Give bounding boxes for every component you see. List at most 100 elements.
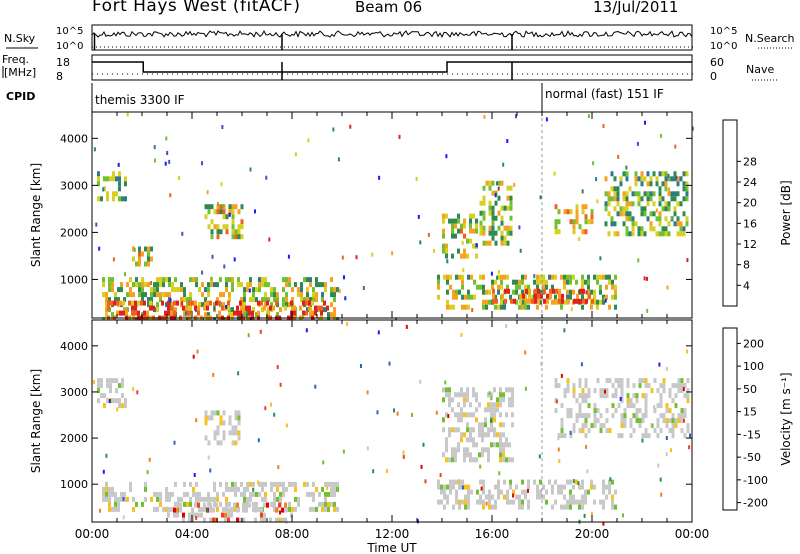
date-label: 13/Jul/2011 (593, 0, 679, 16)
data-cell (668, 418, 672, 424)
noise-cell (254, 209, 256, 214)
noise-cell (168, 159, 171, 164)
data-cell (97, 388, 100, 394)
data-cell (237, 415, 241, 421)
data-cell (499, 402, 502, 408)
data-cell (617, 378, 621, 384)
noise-cell (599, 256, 602, 261)
data-cell (521, 279, 524, 285)
data-cell (324, 481, 327, 487)
data-cell (554, 219, 558, 225)
data-cell (126, 496, 129, 502)
data-cell (638, 423, 642, 429)
frequency-trace (92, 61, 692, 73)
noise-cell (433, 248, 435, 253)
noise-cell (585, 444, 588, 449)
data-cell (617, 433, 621, 439)
data-cell (222, 292, 225, 298)
data-cell (240, 224, 244, 230)
data-cell (508, 402, 511, 408)
data-cell (611, 383, 615, 389)
data-cell (561, 293, 564, 299)
data-cell (216, 297, 219, 303)
noise-cell (343, 275, 345, 280)
data-cell (466, 437, 469, 443)
data-cell (106, 378, 109, 384)
data-cell (479, 479, 482, 485)
data-cell (134, 300, 137, 306)
data-cell (188, 300, 191, 306)
data-cell (563, 279, 566, 285)
data-cell (234, 425, 238, 431)
data-cell (194, 305, 197, 311)
data-cell (114, 501, 117, 507)
data-cell (508, 457, 511, 463)
data-cell (482, 304, 485, 310)
data-cell (527, 484, 530, 490)
data-cell (97, 398, 100, 404)
x-tick-label: 16:00 (475, 527, 510, 541)
data-cell (275, 517, 278, 523)
data-cell (177, 287, 180, 293)
y-tick-label: 2000 (60, 432, 88, 445)
data-cell (581, 494, 584, 500)
data-cell (582, 298, 585, 304)
noise-cell (181, 301, 184, 306)
data-cell (288, 481, 291, 487)
data-cell (293, 310, 296, 316)
data-cell (159, 496, 162, 502)
data-cell (497, 195, 501, 201)
data-cell (554, 274, 557, 280)
data-cell (560, 504, 563, 510)
data-cell (664, 176, 668, 182)
data-cell (204, 204, 208, 210)
data-cell (637, 201, 641, 207)
data-cell (670, 176, 674, 182)
data-cell (560, 428, 564, 434)
data-cell (321, 292, 324, 298)
data-cell (207, 312, 210, 318)
data-cell (266, 310, 269, 316)
data-cell (314, 310, 317, 316)
data-cell (479, 274, 482, 280)
data-cell (330, 501, 333, 507)
noise-cell (342, 449, 345, 454)
data-cell (269, 517, 272, 523)
data-cell (186, 491, 189, 497)
data-cell (649, 221, 653, 227)
data-cell (569, 289, 572, 295)
data-cell (572, 274, 575, 280)
data-cell (608, 479, 611, 485)
data-cell (246, 481, 249, 487)
data-cell (676, 201, 680, 207)
data-cell (631, 226, 635, 232)
data-cell (652, 226, 656, 232)
noise-cell (557, 436, 560, 441)
data-cell (124, 398, 127, 404)
data-cell (482, 289, 485, 295)
data-cell (646, 216, 650, 222)
data-cell (593, 499, 596, 505)
noise-cell (622, 513, 624, 518)
noise-cell (494, 193, 497, 198)
noise-cell (206, 190, 209, 195)
noise-cell (164, 161, 167, 166)
data-cell (661, 181, 665, 187)
data-cell (563, 209, 567, 215)
data-cell (629, 423, 633, 429)
data-cell (569, 479, 572, 485)
data-cell (584, 423, 588, 429)
data-cell (210, 415, 214, 421)
data-cell (607, 201, 611, 207)
data-cell (183, 501, 186, 507)
data-cell (281, 517, 284, 523)
data-cell (216, 430, 220, 436)
data-cell (192, 491, 195, 497)
noise-cell (195, 515, 198, 520)
data-cell (510, 298, 513, 304)
data-cell (596, 299, 599, 305)
data-cell (581, 393, 585, 399)
data-cell (546, 293, 549, 299)
data-cell (572, 494, 575, 500)
data-cell (482, 240, 486, 246)
